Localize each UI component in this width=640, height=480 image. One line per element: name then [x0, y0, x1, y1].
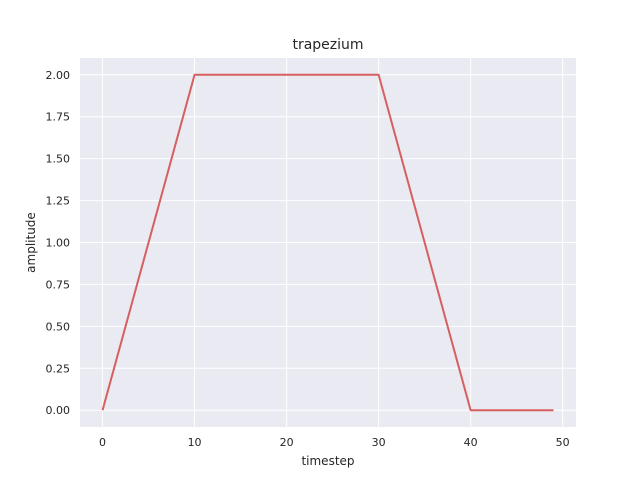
x-tick-label: 30 [372, 436, 386, 449]
y-tick-label: 0.00 [46, 404, 71, 417]
x-tick-label: 50 [556, 436, 570, 449]
chart-title: trapezium [292, 37, 363, 53]
y-tick-label: 1.00 [46, 237, 71, 250]
y-tick-label: 1.25 [46, 195, 71, 208]
y-tick-label: 0.50 [46, 320, 71, 333]
y-tick-label: 0.75 [46, 278, 71, 291]
x-tick-labels: 0 10 20 30 40 50 [99, 436, 570, 449]
series-layer [101, 73, 554, 412]
y-tick-label: 0.25 [46, 362, 71, 375]
x-tick-label: 40 [464, 436, 478, 449]
x-tick-label: 10 [188, 436, 202, 449]
y-tick-label: 1.75 [46, 111, 71, 124]
x-axis-label: timestep [301, 454, 354, 468]
x-tick-label: 20 [280, 436, 294, 449]
y-tick-label: 2.00 [46, 69, 71, 82]
y-tick-labels: 0.00 0.25 0.50 0.75 1.00 1.25 1.50 1.75 2.00 [46, 69, 71, 417]
y-axis-label: amplitude [24, 212, 38, 273]
series-line [101, 73, 554, 412]
y-tick-label: 1.50 [46, 153, 71, 166]
x-tick-label: 0 [99, 436, 106, 449]
